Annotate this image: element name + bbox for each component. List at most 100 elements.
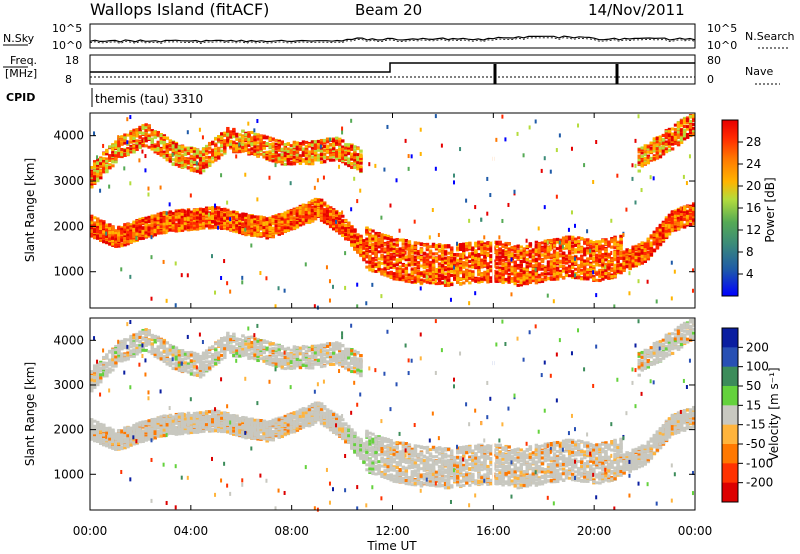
power-cell: [126, 149, 130, 153]
power-cell: [180, 155, 185, 159]
power-cell: [177, 151, 182, 155]
power-cell: [292, 224, 297, 228]
power-cell: [289, 156, 294, 160]
power-cell: [365, 230, 369, 234]
power-cell: [102, 168, 105, 173]
power-cell: [235, 221, 239, 225]
power-cell: [362, 254, 366, 258]
power-cell: [177, 159, 182, 163]
power-cell: [201, 226, 206, 230]
power-cell: [480, 273, 484, 277]
power-cell: [214, 137, 218, 141]
power-cell: [153, 225, 157, 229]
power-cell: [120, 267, 123, 272]
power-cell: [256, 232, 260, 236]
power-cell: [259, 142, 263, 146]
power-cell: [295, 160, 300, 164]
power-cell: [383, 257, 387, 261]
power-cell: [277, 214, 281, 218]
power-cell: [407, 240, 412, 244]
power-cell: [117, 147, 121, 151]
power-cell: [180, 221, 185, 225]
power-cell: [404, 258, 409, 262]
power-cell: [368, 260, 372, 264]
power-cell: [214, 143, 218, 147]
power-cell: [325, 150, 330, 154]
power-cell: [456, 258, 460, 262]
power-cell: [277, 286, 280, 291]
power-cell: [374, 231, 378, 235]
power-cell: [259, 138, 263, 142]
power-cell: [386, 272, 390, 276]
power-cell: [192, 157, 197, 161]
power-cell: [425, 260, 430, 264]
power-cell: [347, 143, 351, 147]
power-cell: [325, 206, 330, 210]
power-cell: [201, 153, 206, 157]
power-cell: [298, 221, 303, 225]
power-cell: [277, 160, 281, 164]
power-cell: [217, 220, 221, 224]
power-cell: [416, 274, 421, 278]
power-cell: [353, 247, 357, 251]
power-cell: [204, 215, 209, 219]
power-cell: [440, 274, 445, 278]
power-cell: [253, 218, 257, 222]
power-cell: [446, 251, 451, 255]
power-cell: [153, 131, 157, 135]
power-cell: [419, 127, 422, 132]
power-cell: [214, 147, 218, 151]
power-cell: [162, 145, 167, 149]
power-cell: [443, 272, 448, 276]
power-cell: [271, 144, 275, 148]
power-cell: [292, 158, 297, 162]
power-cell: [105, 231, 108, 236]
power-cell: [96, 217, 100, 221]
power-cell: [192, 221, 197, 225]
power-cell: [316, 205, 321, 209]
power-cell: [434, 277, 439, 281]
power-cell: [120, 155, 124, 159]
power-cell: [162, 259, 165, 264]
power-cell: [238, 150, 242, 154]
power-cell: [126, 133, 130, 137]
power-cell: [162, 142, 167, 146]
power-cell: [453, 271, 457, 275]
power-cell: [183, 226, 188, 230]
power-cell: [407, 154, 410, 159]
power-cell: [204, 159, 209, 163]
power-cell: [338, 164, 341, 169]
power-cell: [344, 154, 348, 158]
power-cell: [117, 234, 121, 238]
power-cell: [341, 228, 345, 232]
power-cell: [232, 219, 236, 223]
power-cell: [93, 171, 97, 175]
power-cell: [289, 227, 294, 231]
power-cell: [422, 256, 427, 260]
power-cell: [271, 229, 275, 233]
power-cell: [165, 229, 168, 234]
power-cell: [283, 213, 288, 217]
power-cell: [410, 270, 415, 274]
power-cell: [398, 238, 402, 242]
power-cell: [238, 227, 242, 231]
power-cell: [90, 183, 94, 187]
power-cell: [156, 221, 160, 225]
power-cell: [304, 151, 309, 155]
power-cell: [153, 228, 157, 232]
power-cell: [428, 274, 433, 278]
power-cell: [371, 234, 375, 238]
power-cell: [135, 148, 139, 152]
power-cell: [401, 238, 405, 242]
power-cell: [204, 213, 209, 217]
power-cell: [286, 147, 291, 151]
power-cell: [198, 217, 203, 221]
power-cell: [338, 217, 342, 221]
power-cell: [292, 142, 297, 146]
power-cell: [371, 258, 375, 262]
power-cell: [241, 139, 245, 143]
power-cell: [256, 135, 260, 139]
power-cell: [380, 270, 384, 274]
power-cell: [413, 271, 418, 275]
